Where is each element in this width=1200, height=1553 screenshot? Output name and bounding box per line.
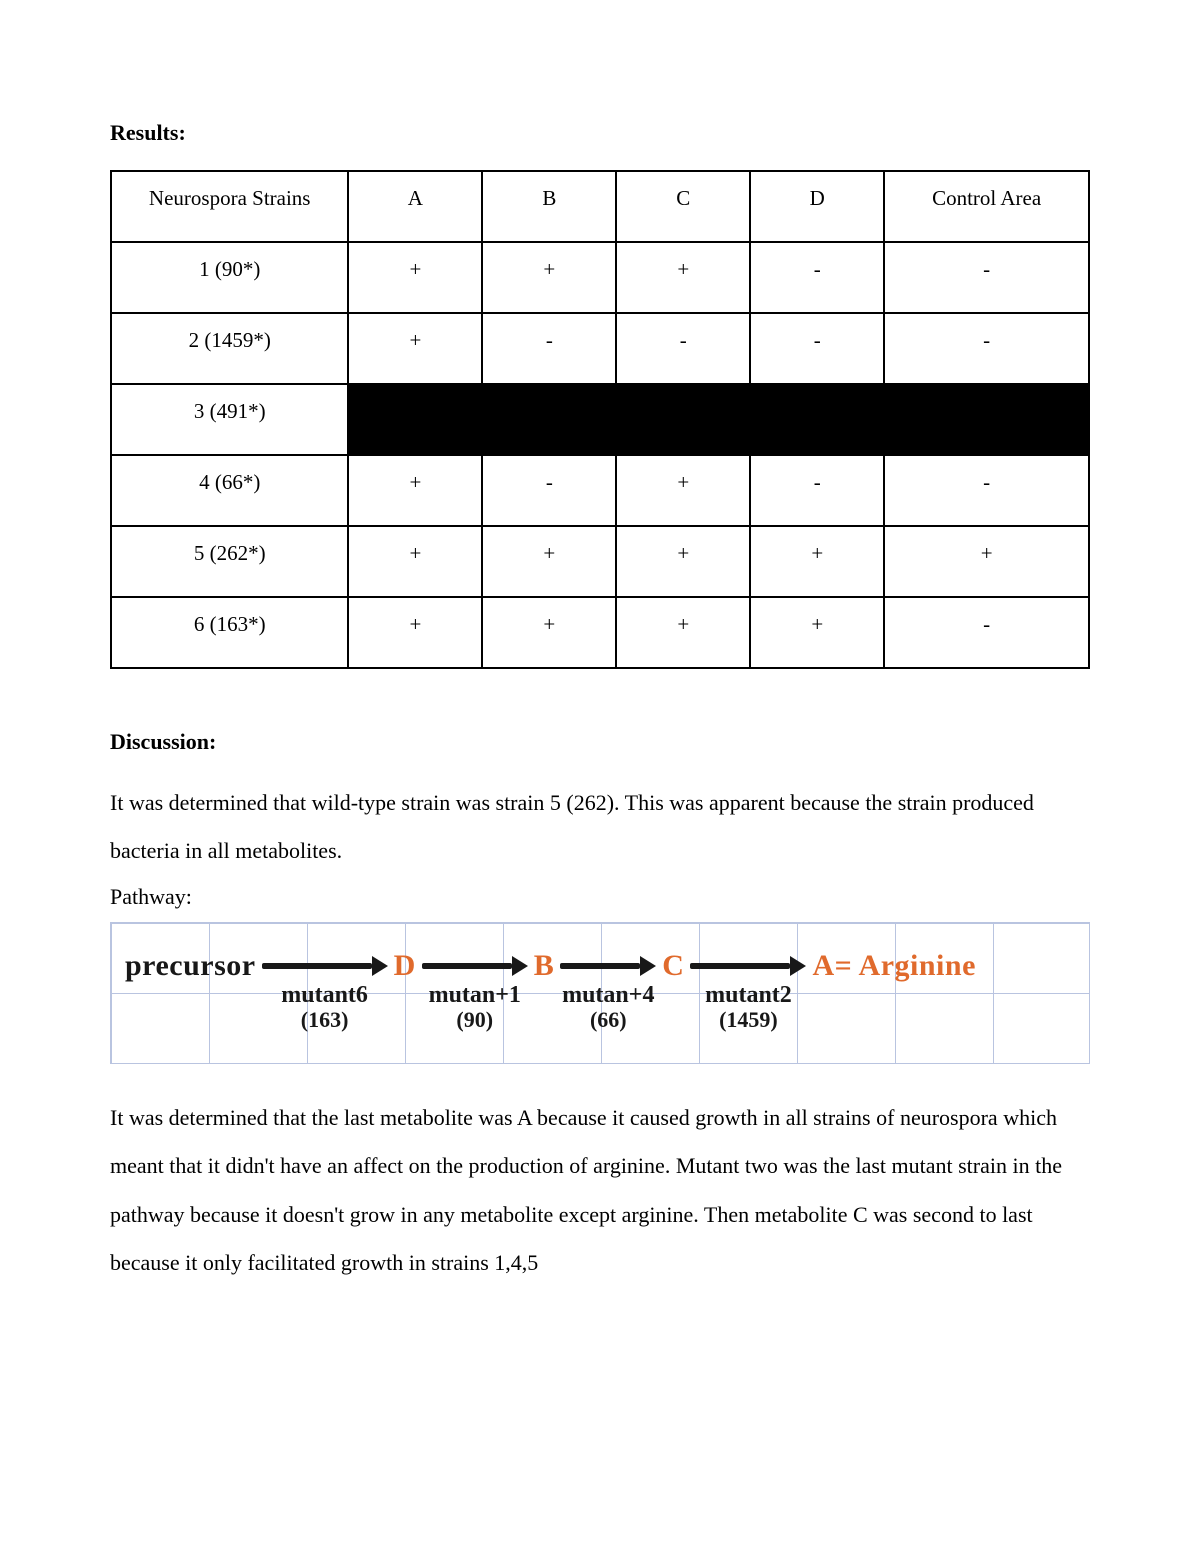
arrow-icon <box>422 951 528 981</box>
value-cell: + <box>616 242 750 313</box>
value-cell: + <box>616 455 750 526</box>
value-cell: - <box>616 313 750 384</box>
value-cell <box>482 384 616 455</box>
table-body: 1 (90*)+++--2 (1459*)+----3 (491*)4 (66*… <box>111 242 1089 668</box>
col-header: B <box>482 171 616 242</box>
pathway-node: A= Arginine <box>812 951 975 981</box>
mutant-label: mutant2(1459) <box>705 983 792 1033</box>
value-cell: + <box>348 597 482 668</box>
pathway-node: C <box>662 951 684 981</box>
value-cell: + <box>750 597 884 668</box>
strain-cell: 5 (262*) <box>111 526 348 597</box>
mutant-label: mutan+1(90) <box>429 983 521 1033</box>
pathway-heading: Pathway: <box>110 884 1090 910</box>
value-cell: + <box>348 242 482 313</box>
col-header: A <box>348 171 482 242</box>
strain-cell: 2 (1459*) <box>111 313 348 384</box>
value-cell: + <box>750 526 884 597</box>
strain-cell: 3 (491*) <box>111 384 348 455</box>
value-cell: - <box>884 242 1089 313</box>
node-label: D <box>394 951 416 981</box>
value-cell <box>884 384 1089 455</box>
value-cell: + <box>348 313 482 384</box>
pathway-node: B <box>534 951 555 981</box>
discussion-heading: Discussion: <box>110 729 1090 755</box>
col-header: Control Area <box>884 171 1089 242</box>
discussion-paragraph: It was determined that wild-type strain … <box>110 779 1090 876</box>
value-cell: + <box>348 455 482 526</box>
value-cell: - <box>482 455 616 526</box>
table-row: 3 (491*) <box>111 384 1089 455</box>
pathway-step: mutant2(1459) <box>690 951 806 1033</box>
pathway-step: mutan+4(66) <box>560 951 656 1033</box>
value-cell: + <box>616 526 750 597</box>
node-label: B <box>534 951 555 981</box>
strain-cell: 1 (90*) <box>111 242 348 313</box>
results-heading: Results: <box>110 120 1090 146</box>
node-label: precursor <box>125 951 256 981</box>
grid-line <box>1089 923 1090 1063</box>
value-cell <box>348 384 482 455</box>
value-cell: - <box>750 455 884 526</box>
document-page: Results: Neurospora Strains A B C D Cont… <box>0 0 1200 1553</box>
value-cell: - <box>884 597 1089 668</box>
table-row: 6 (163*)++++- <box>111 597 1089 668</box>
value-cell: + <box>482 597 616 668</box>
strain-cell: 4 (66*) <box>111 455 348 526</box>
discussion-paragraph: It was determined that the last metaboli… <box>110 1094 1090 1288</box>
pathway-node: D <box>394 951 416 981</box>
results-table: Neurospora Strains A B C D Control Area … <box>110 170 1090 669</box>
value-cell: + <box>482 242 616 313</box>
value-cell: - <box>884 455 1089 526</box>
value-cell: - <box>750 313 884 384</box>
pathway-node: precursor <box>125 951 256 981</box>
mutant-label: mutan+4(66) <box>562 983 654 1033</box>
value-cell <box>750 384 884 455</box>
value-cell: - <box>482 313 616 384</box>
value-cell: - <box>750 242 884 313</box>
value-cell: + <box>616 597 750 668</box>
table-row: 2 (1459*)+---- <box>111 313 1089 384</box>
table-header-row: Neurospora Strains A B C D Control Area <box>111 171 1089 242</box>
pathway-diagram: precursor mutant6(163) Dmutan+1(90) Bmutan+… <box>110 922 1090 1064</box>
node-label: C <box>662 951 684 981</box>
value-cell <box>616 384 750 455</box>
col-header: D <box>750 171 884 242</box>
value-cell: + <box>482 526 616 597</box>
table-row: 5 (262*)+++++ <box>111 526 1089 597</box>
col-header: C <box>616 171 750 242</box>
pathway-step: mutan+1(90) <box>422 951 528 1033</box>
col-header: Neurospora Strains <box>111 171 348 242</box>
table-row: 1 (90*)+++-- <box>111 242 1089 313</box>
value-cell: - <box>884 313 1089 384</box>
mutant-label: mutant6(163) <box>281 983 368 1033</box>
node-label: A= Arginine <box>812 951 975 981</box>
strain-cell: 6 (163*) <box>111 597 348 668</box>
pathway-step: mutant6(163) <box>262 951 388 1033</box>
arrow-icon <box>690 951 806 981</box>
table-row: 4 (66*)+-+-- <box>111 455 1089 526</box>
grid-line <box>111 1063 1089 1064</box>
value-cell: + <box>348 526 482 597</box>
pathway-content: precursor mutant6(163) Dmutan+1(90) Bmutan+… <box>111 923 1089 1063</box>
arrow-icon <box>262 951 388 981</box>
arrow-icon <box>560 951 656 981</box>
value-cell: + <box>884 526 1089 597</box>
